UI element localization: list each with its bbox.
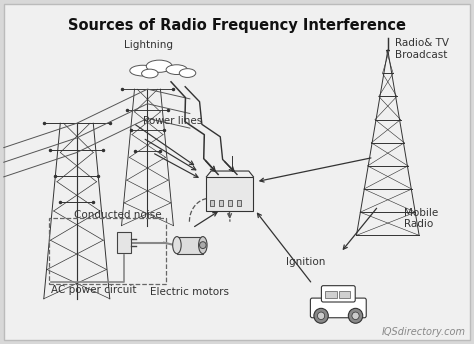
Bar	[219, 200, 223, 206]
Bar	[237, 200, 241, 206]
Bar	[228, 200, 232, 206]
Circle shape	[348, 308, 363, 323]
Bar	[177, 237, 203, 254]
Bar	[325, 291, 337, 298]
Text: Ignition: Ignition	[286, 257, 326, 267]
Text: Radio& TV
Broadcast: Radio& TV Broadcast	[395, 38, 449, 60]
Bar	[117, 232, 131, 253]
Text: Mobile
Radio: Mobile Radio	[404, 207, 438, 229]
Text: Power lines: Power lines	[143, 116, 202, 126]
Bar	[339, 291, 350, 298]
Circle shape	[318, 312, 325, 320]
FancyBboxPatch shape	[321, 286, 355, 302]
Ellipse shape	[130, 65, 156, 76]
Text: Electric motors: Electric motors	[150, 287, 229, 297]
Ellipse shape	[166, 65, 187, 75]
Text: IQSdirectory.com: IQSdirectory.com	[382, 327, 465, 337]
Text: Conducted noise: Conducted noise	[74, 210, 162, 220]
Circle shape	[352, 312, 359, 320]
Text: Sources of Radio Frequency Interference: Sources of Radio Frequency Interference	[68, 19, 406, 33]
Bar	[210, 200, 214, 206]
FancyBboxPatch shape	[310, 298, 366, 318]
Text: Lightning: Lightning	[124, 40, 173, 50]
FancyBboxPatch shape	[4, 4, 470, 340]
Ellipse shape	[142, 69, 158, 78]
Ellipse shape	[173, 237, 181, 254]
Ellipse shape	[146, 60, 172, 72]
Circle shape	[314, 308, 328, 323]
Ellipse shape	[179, 69, 196, 77]
Bar	[206, 177, 254, 211]
Ellipse shape	[199, 237, 207, 254]
Circle shape	[200, 242, 206, 248]
Text: AC power circuit: AC power circuit	[51, 285, 137, 295]
